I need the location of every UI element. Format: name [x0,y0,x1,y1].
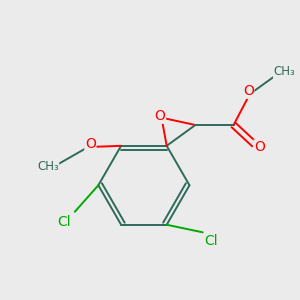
Text: O: O [154,109,166,123]
Text: O: O [254,140,265,154]
Text: Cl: Cl [58,215,71,229]
Text: Cl: Cl [205,234,218,248]
Text: O: O [243,84,254,98]
Text: CH₃: CH₃ [37,160,58,173]
Text: O: O [85,136,96,151]
Text: CH₃: CH₃ [274,65,295,78]
